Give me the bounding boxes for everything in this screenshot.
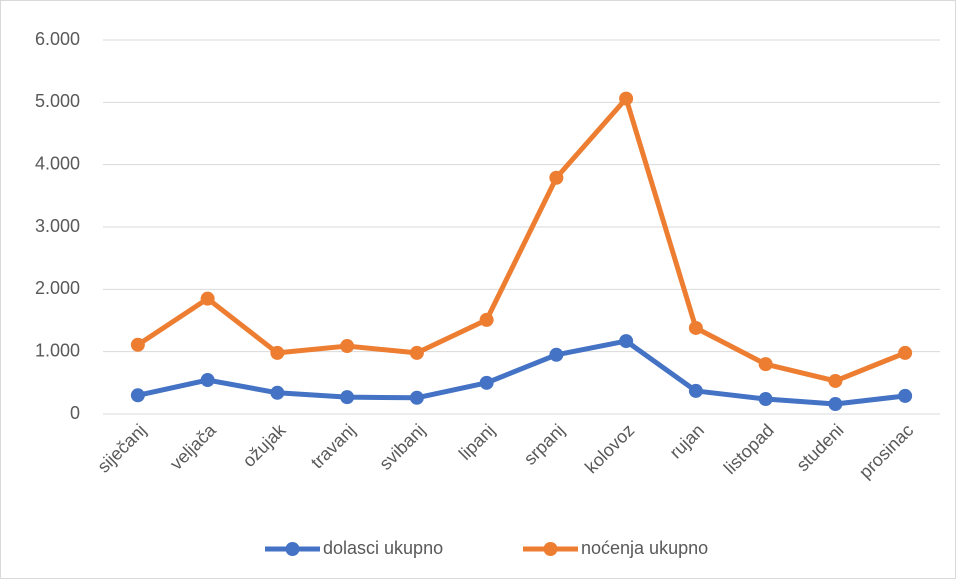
point: [200, 373, 215, 388]
point: [549, 347, 564, 362]
point: [340, 339, 355, 354]
point: [758, 392, 773, 407]
point: [270, 345, 285, 360]
y-tick-label: 5.000: [35, 91, 80, 111]
point: [130, 388, 145, 403]
point: [898, 345, 913, 360]
point: [409, 345, 424, 360]
point: [549, 170, 564, 185]
point: [200, 291, 215, 306]
series-line: [136, 96, 907, 384]
point: [270, 385, 285, 400]
point: [479, 375, 494, 390]
point: [898, 388, 913, 403]
y-tick-label: 3.000: [35, 216, 80, 236]
legend-label: noćenja ukupno: [581, 538, 708, 558]
point: [130, 337, 145, 352]
legend-marker: [543, 542, 558, 556]
y-tick-label: 0: [70, 403, 80, 423]
y-tick-label: 4.000: [35, 153, 80, 173]
point: [479, 312, 494, 327]
point: [688, 320, 703, 335]
point: [828, 397, 843, 412]
point: [619, 334, 634, 349]
point: [758, 357, 773, 372]
y-tick-label: 1.000: [35, 340, 80, 360]
series-line: [137, 338, 906, 407]
y-tick-label: 2.000: [35, 278, 80, 298]
legend-label: dolasci ukupno: [323, 538, 443, 558]
legend-marker: [285, 542, 300, 556]
y-tick-label: 6.000: [35, 29, 80, 49]
point: [688, 383, 703, 398]
point: [619, 91, 634, 106]
point: [409, 390, 424, 405]
point: [340, 390, 355, 405]
point: [828, 373, 843, 388]
